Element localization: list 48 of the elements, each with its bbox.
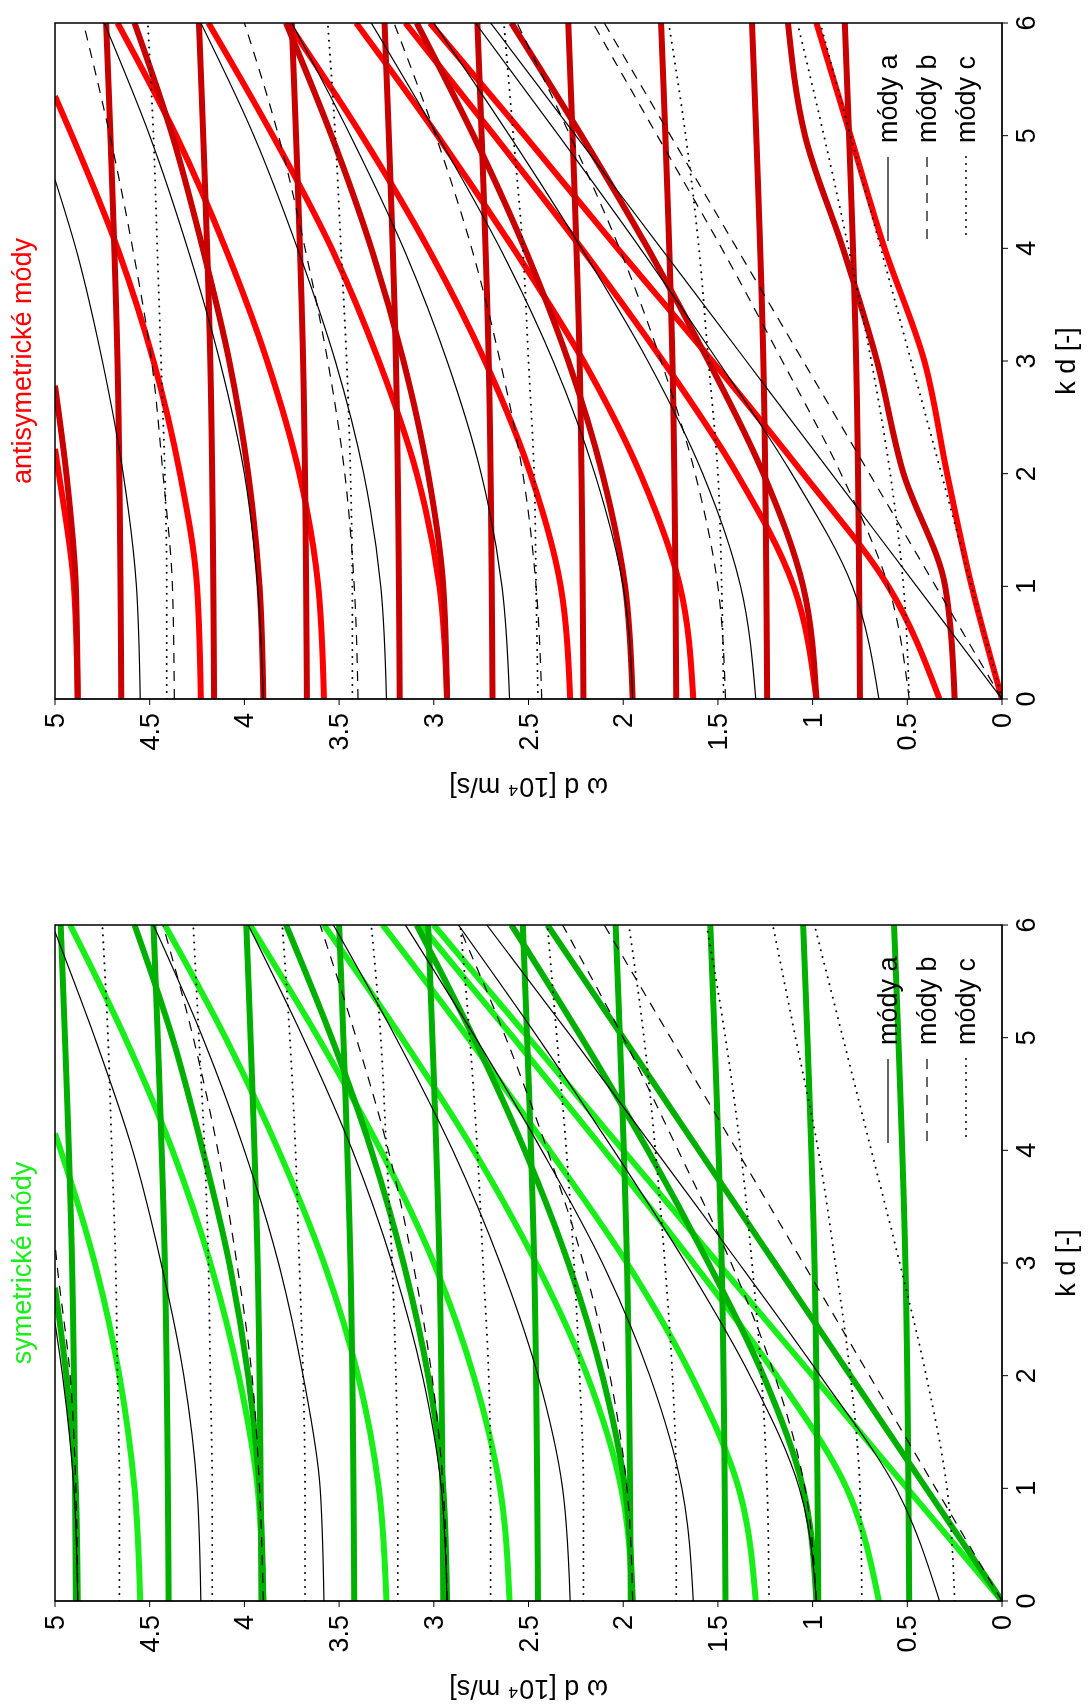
x-tick-label: 1.5 [702, 713, 733, 751]
text: symetrické módy [7, 1161, 37, 1365]
y-tick-label: 1 [1011, 1480, 1041, 1496]
y-tick-label: 6 [1011, 917, 1041, 933]
x-tick-label: 4 [229, 1615, 260, 1631]
x-tick-label: 3.5 [324, 713, 355, 751]
y-tick-label: 3 [1011, 353, 1041, 369]
x-tick-label: 5 [40, 713, 70, 729]
y-tick-label: 5 [1011, 128, 1041, 144]
x-tick-label: 0 [987, 713, 1017, 729]
text: antisymetrické módy [7, 237, 37, 485]
text: módy a [873, 53, 903, 143]
y-tick-label: 6 [1011, 15, 1041, 31]
y-tick-label: 2 [1011, 1368, 1041, 1384]
y-tick-label: 2 [1011, 466, 1041, 482]
x-tick-label: 0.5 [892, 713, 923, 751]
y-tick-label: 3 [1011, 1255, 1041, 1271]
x-tick-label: 3 [418, 1615, 449, 1631]
x-tick-label: 4.5 [134, 1615, 165, 1653]
y-tick-label: 1 [1011, 578, 1041, 594]
x-tick-label: 1 [797, 713, 828, 729]
text: módy a [873, 955, 903, 1045]
x-tick-label: 4.5 [134, 713, 165, 751]
y-tick-label: 4 [1011, 240, 1041, 256]
text: módy b [912, 956, 942, 1045]
x-tick-label: 3.5 [324, 1615, 355, 1653]
x-tick-label: 1.5 [702, 1615, 733, 1653]
x-tick-label: 2 [608, 713, 639, 729]
text: módy b [912, 54, 942, 143]
y-tick-label: 5 [1011, 1030, 1041, 1046]
text: módy c [951, 957, 981, 1045]
y-tick-label: 0 [1011, 691, 1041, 707]
x-axis-title: ω d [10⁴ m/s] [449, 1674, 608, 1704]
x-axis-title: ω d [10⁴ m/s] [449, 772, 608, 802]
x-tick-label: 0 [987, 1615, 1017, 1631]
x-tick-label: 2 [608, 1615, 639, 1631]
y-axis-title: k d [-] [1051, 1229, 1081, 1297]
x-tick-label: 0.5 [892, 1615, 923, 1653]
y-axis-title: k d [-] [1051, 327, 1081, 395]
y-tick-label: 0 [1011, 1593, 1041, 1609]
x-tick-label: 2.5 [513, 1615, 544, 1653]
y-tick-label: 4 [1011, 1142, 1041, 1158]
x-tick-label: 5 [40, 1615, 70, 1631]
x-tick-label: 4 [229, 713, 260, 729]
x-tick-label: 2.5 [513, 713, 544, 751]
x-tick-label: 1 [797, 1615, 828, 1631]
text: módy c [951, 55, 981, 143]
x-tick-label: 3 [418, 713, 449, 729]
